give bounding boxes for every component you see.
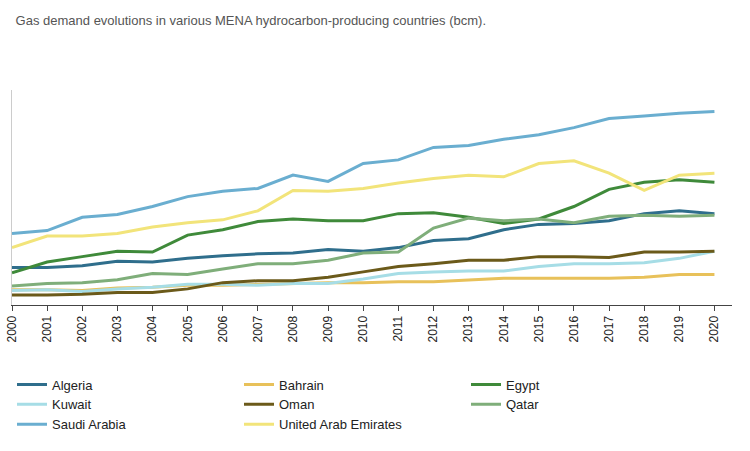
svg-text:2005: 2005 bbox=[181, 315, 195, 342]
svg-text:2000: 2000 bbox=[5, 315, 19, 342]
svg-text:2018: 2018 bbox=[637, 315, 651, 342]
svg-text:2001: 2001 bbox=[40, 315, 54, 342]
svg-text:2014: 2014 bbox=[497, 315, 511, 342]
svg-text:2006: 2006 bbox=[216, 315, 230, 342]
svg-text:2015: 2015 bbox=[532, 315, 546, 342]
svg-text:2003: 2003 bbox=[110, 315, 124, 342]
svg-text:2020: 2020 bbox=[707, 315, 721, 342]
svg-text:Algeria: Algeria bbox=[52, 378, 93, 393]
svg-text:Bahrain: Bahrain bbox=[279, 378, 324, 393]
svg-text:United Arab Emirates: United Arab Emirates bbox=[279, 417, 402, 432]
svg-text:Gas demand evolutions in vario: Gas demand evolutions in various MENA hy… bbox=[16, 13, 486, 28]
svg-text:Kuwait: Kuwait bbox=[52, 397, 91, 412]
svg-text:Egypt: Egypt bbox=[506, 378, 540, 393]
svg-text:2017: 2017 bbox=[602, 315, 616, 342]
svg-text:2002: 2002 bbox=[75, 315, 89, 342]
svg-text:2007: 2007 bbox=[251, 315, 265, 342]
svg-text:2019: 2019 bbox=[672, 315, 686, 342]
svg-text:2009: 2009 bbox=[321, 315, 335, 342]
svg-text:2010: 2010 bbox=[356, 315, 370, 342]
svg-text:2011: 2011 bbox=[391, 315, 405, 341]
svg-text:2004: 2004 bbox=[145, 315, 159, 342]
svg-text:Oman: Oman bbox=[279, 397, 314, 412]
svg-text:2016: 2016 bbox=[567, 315, 581, 342]
svg-text:2013: 2013 bbox=[461, 315, 475, 342]
svg-text:Saudi Arabia: Saudi Arabia bbox=[52, 417, 126, 432]
svg-text:2012: 2012 bbox=[426, 315, 440, 342]
svg-text:2008: 2008 bbox=[286, 315, 300, 342]
svg-text:Qatar: Qatar bbox=[506, 397, 539, 412]
